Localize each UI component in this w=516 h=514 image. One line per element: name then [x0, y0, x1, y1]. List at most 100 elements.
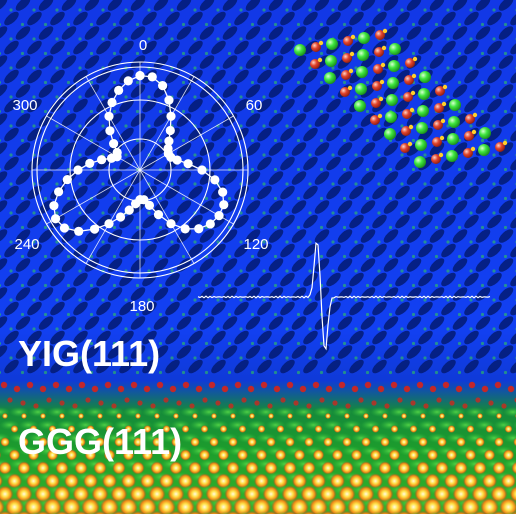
- lattice-dark-spot: [452, 345, 468, 359]
- lattice-bright-dot: [469, 8, 473, 12]
- lattice-dark-spot: [441, 127, 456, 142]
- ggg-bright-spot: [447, 425, 456, 433]
- lattice-dark-spot: [176, 55, 192, 69]
- lattice-dark-spot: [337, 229, 353, 243]
- ggg-bright-spot: [396, 510, 412, 514]
- lattice-bright-dot: [365, 312, 370, 317]
- lattice-dark-spot: [222, 258, 238, 272]
- lattice-dark-spot: [510, 98, 516, 113]
- lattice-dark-spot: [245, 258, 261, 272]
- atom-green: [447, 133, 459, 145]
- polar-point: [135, 71, 145, 81]
- atom-red: [465, 114, 475, 124]
- lattice-dark-spot: [50, 11, 65, 26]
- lattice-dark-spot: [268, 0, 284, 11]
- lattice-bright-dot: [377, 124, 381, 128]
- ggg-bright-spot: [207, 461, 221, 475]
- lattice-dark-spot: [15, 200, 31, 214]
- ggg-bright-spot: [48, 425, 57, 433]
- lattice-dark-spot: [142, 40, 157, 55]
- ggg-bright-spot: [102, 473, 117, 489]
- lattice-dark-spot: [349, 214, 364, 229]
- lattice-bright-dot: [365, 341, 370, 346]
- atom-green: [386, 94, 398, 106]
- interface-red-spot: [156, 381, 164, 389]
- lattice-bright-dot: [331, 8, 335, 12]
- polar-grid-spoke: [139, 169, 195, 264]
- lattice-bright-dot: [423, 327, 427, 331]
- lattice-bright-dot: [227, 341, 232, 346]
- atom-red: [431, 154, 441, 164]
- lattice-dark-spot: [475, 345, 491, 359]
- ggg-bright-spot: [312, 449, 325, 461]
- interface-red-spot: [39, 385, 47, 393]
- lattice-bright-dot: [319, 80, 324, 85]
- lattice-bright-dot: [158, 312, 163, 317]
- ggg-bright-spot: [510, 510, 516, 514]
- lattice-dark-spot: [257, 69, 272, 84]
- ggg-bright-spot: [501, 473, 516, 489]
- lattice-dark-spot: [372, 359, 387, 374]
- interface-red-spot: [254, 400, 260, 406]
- lattice-dark-spot: [326, 185, 341, 200]
- lattice-bright-dot: [457, 22, 462, 27]
- ggg-bright-spot: [35, 510, 51, 514]
- lattice-dark-spot: [188, 11, 203, 26]
- lattice-dark-spot: [4, 11, 19, 26]
- lattice-dark-spot: [429, 142, 445, 156]
- ggg-bright-spot: [54, 510, 70, 514]
- lattice-dark-spot: [360, 142, 376, 156]
- angle-label-240: 240: [14, 236, 39, 253]
- lattice-bright-dot: [216, 66, 220, 70]
- lattice-dark-spot: [38, 84, 54, 98]
- ggg-bright-spot: [92, 510, 108, 514]
- ggg-bright-spot: [342, 437, 352, 447]
- lattice-dark-spot: [349, 156, 364, 171]
- atom-yellow: [408, 124, 414, 130]
- lattice-bright-dot: [124, 37, 128, 41]
- lattice-bright-dot: [457, 167, 462, 172]
- lattice-dark-spot: [211, 330, 226, 345]
- lattice-bright-dot: [331, 356, 335, 360]
- lattice-bright-dot: [331, 95, 335, 99]
- lattice-dark-spot: [4, 127, 19, 142]
- lattice-dark-spot: [418, 214, 433, 229]
- lattice-dark-spot: [280, 11, 295, 26]
- lattice-bright-dot: [55, 211, 59, 215]
- ggg-bright-spot: [179, 449, 192, 461]
- lattice-bright-dot: [204, 312, 209, 317]
- lattice-bright-dot: [365, 196, 370, 201]
- lattice-dark-spot: [119, 214, 134, 229]
- lattice-dark-spot: [464, 330, 479, 345]
- atom-yellow: [350, 34, 356, 40]
- atom-yellow: [317, 57, 323, 63]
- lattice-dark-spot: [0, 113, 8, 127]
- lattice-dark-spot: [50, 272, 65, 287]
- ggg-bright-spot: [371, 425, 380, 433]
- atom-yellow: [470, 146, 476, 152]
- lattice-bright-dot: [181, 312, 186, 317]
- lattice-bright-dot: [193, 182, 197, 186]
- lattice-dark-spot: [429, 345, 445, 359]
- lattice-dark-spot: [326, 330, 341, 345]
- lattice-dark-spot: [199, 171, 215, 185]
- atom-red: [375, 30, 385, 40]
- atom-yellow: [441, 101, 447, 107]
- lattice-dark-spot: [314, 0, 330, 11]
- atom-yellow: [347, 85, 353, 91]
- lattice-bright-dot: [124, 327, 128, 331]
- lattice-dark-spot: [291, 0, 307, 11]
- lattice-bright-dot: [377, 182, 381, 186]
- lattice-dark-spot: [257, 127, 272, 142]
- polar-point: [62, 174, 72, 185]
- ggg-bright-spot: [124, 425, 133, 433]
- lattice-bright-dot: [296, 109, 301, 114]
- atom-yellow: [438, 152, 444, 158]
- polar-point: [210, 175, 220, 185]
- lattice-bright-dot: [20, 225, 25, 230]
- atom-red: [343, 36, 353, 46]
- lattice-bright-dot: [135, 254, 140, 259]
- polar-point: [104, 219, 114, 229]
- lattice-dark-spot: [337, 0, 353, 11]
- lattice-dark-spot: [441, 40, 456, 55]
